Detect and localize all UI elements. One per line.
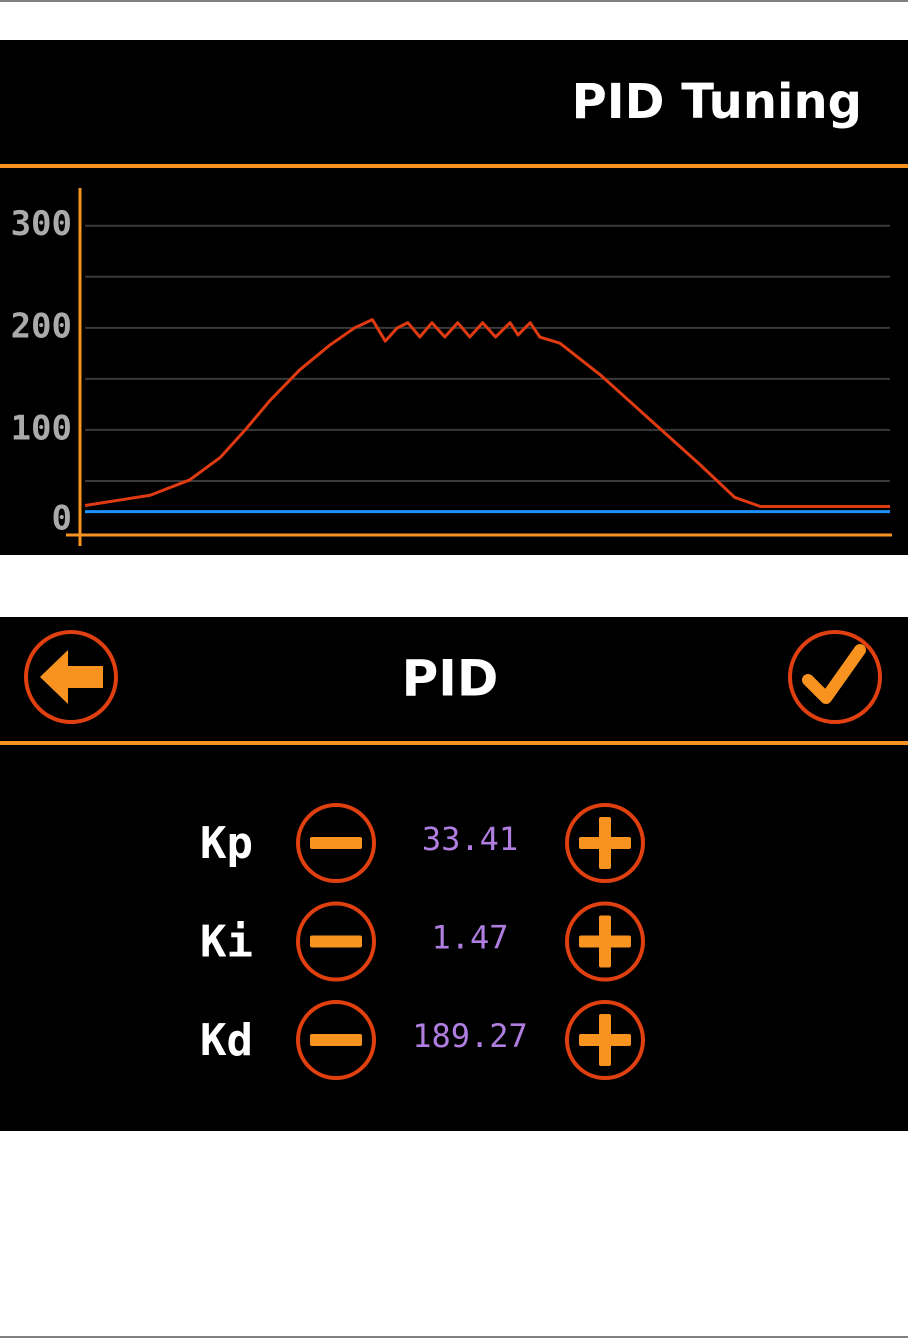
- param-value: 189.27: [412, 1017, 528, 1055]
- confirm-button[interactable]: [788, 630, 882, 724]
- panel-line: [0, 741, 908, 745]
- minus-ring[interactable]: [296, 803, 376, 883]
- series-line: [84, 318, 890, 508]
- y-tick-label: 300: [11, 204, 72, 244]
- plus-ring[interactable]: [565, 901, 645, 982]
- back-arrow[interactable]: [40, 650, 103, 704]
- param-value: 33.41: [422, 820, 518, 858]
- plus-button[interactable]: [565, 901, 645, 982]
- minus-sign[interactable]: [310, 935, 362, 948]
- minus-ring[interactable]: [296, 1000, 376, 1080]
- param-value: 1.47: [431, 919, 508, 957]
- plus-ring[interactable]: [565, 803, 645, 883]
- back-button[interactable]: [24, 630, 118, 724]
- minus-button[interactable]: [296, 803, 376, 883]
- chart-panel: [0, 40, 908, 555]
- plus-button[interactable]: [565, 1000, 645, 1080]
- param-name: Ki: [200, 917, 253, 968]
- y-tick-label: 100: [11, 408, 72, 448]
- control-panel: [0, 617, 908, 1131]
- chart-title: PID Tuning: [572, 74, 862, 130]
- minus-sign[interactable]: [310, 1034, 362, 1046]
- panel-title: PID: [402, 650, 499, 708]
- param-rows: Kp 33.41 Ki 1.47 Kd 189.27: [200, 803, 645, 1080]
- minus-ring[interactable]: [296, 901, 376, 982]
- plot: 0 100 200 300: [11, 204, 890, 539]
- plus-button[interactable]: [565, 803, 645, 883]
- header-line: [0, 164, 908, 168]
- param-name: Kd: [200, 1015, 253, 1066]
- plus-v[interactable]: [599, 817, 611, 869]
- param-name: Kp: [200, 818, 253, 869]
- y-tick-label: 200: [11, 306, 72, 346]
- minus-sign[interactable]: [310, 837, 362, 849]
- plus-v[interactable]: [599, 915, 611, 968]
- minus-button[interactable]: [296, 901, 376, 982]
- plus-v[interactable]: [599, 1014, 611, 1066]
- back-ring[interactable]: [24, 630, 118, 724]
- check-mark[interactable]: [802, 644, 866, 704]
- plus-ring[interactable]: [565, 1000, 645, 1080]
- y-tick-label: 0: [52, 499, 72, 539]
- minus-button[interactable]: [296, 1000, 376, 1080]
- confirm-ring[interactable]: [788, 630, 882, 724]
